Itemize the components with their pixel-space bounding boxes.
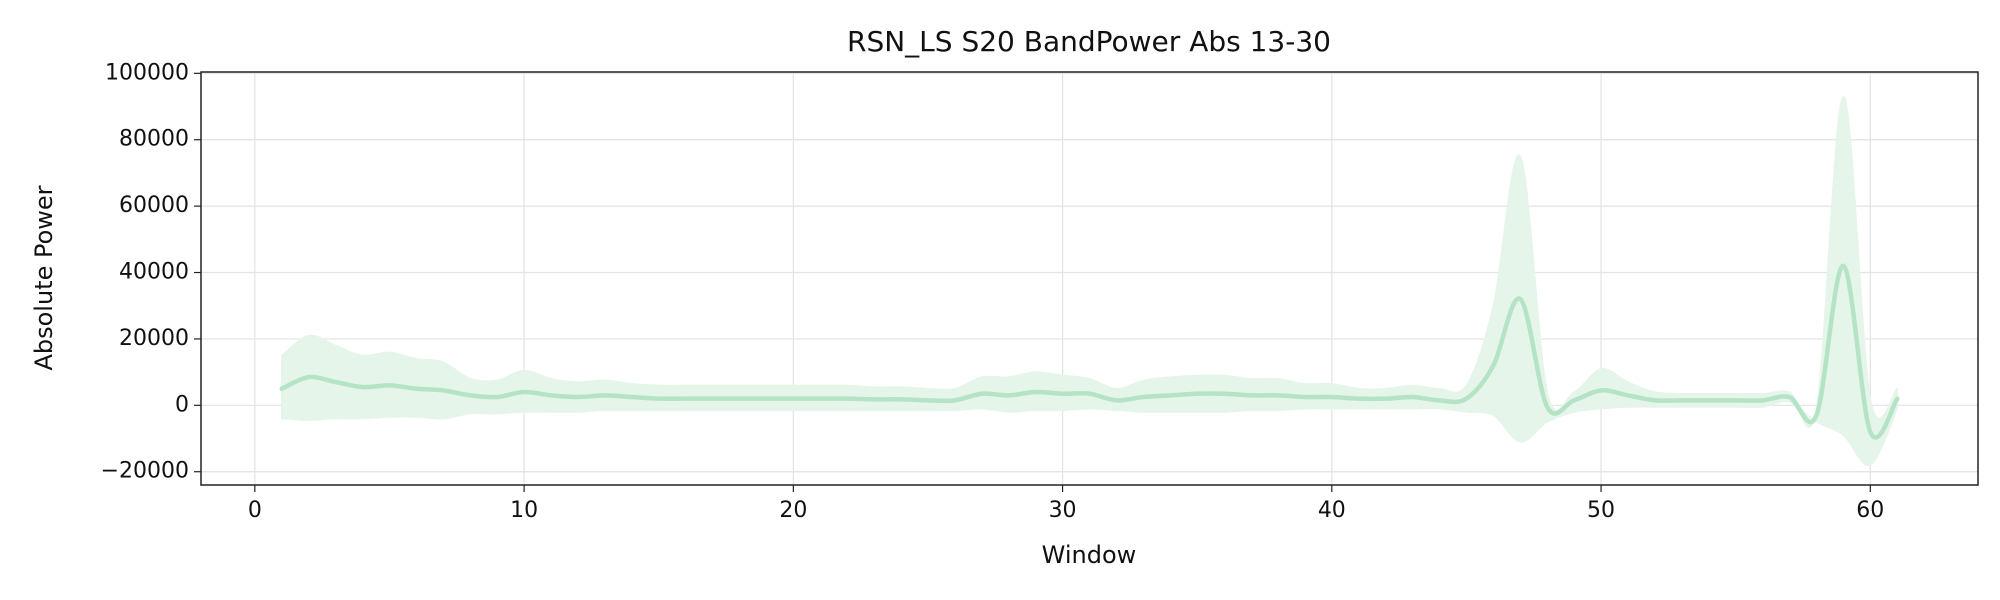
y-tick-label: 0 [175, 392, 189, 417]
y-axis-label: Absolute Power [30, 185, 58, 370]
y-tick-label: 40000 [119, 260, 189, 285]
x-tick-label: 50 [1587, 498, 1615, 523]
chart-title: RSN_LS S20 BandPower Abs 13-30 [847, 25, 1331, 58]
x-tick-label: 0 [248, 498, 262, 523]
x-tick-label: 20 [779, 498, 807, 523]
x-tick-label: 60 [1856, 498, 1884, 523]
x-axis-label: Window [1042, 541, 1137, 569]
y-tick-label: 80000 [119, 127, 189, 152]
y-tick-label: −20000 [101, 459, 189, 484]
line [279, 263, 1900, 440]
x-tick-label: 30 [1049, 498, 1077, 523]
plot [279, 95, 1900, 467]
y-tick-label: 60000 [119, 193, 189, 218]
y-tick-label: 100000 [105, 60, 189, 85]
plot-frame [200, 71, 1979, 486]
x-tick-label: 10 [510, 498, 538, 523]
y-tick-label: 20000 [119, 326, 189, 351]
x-tick-label: 40 [1318, 498, 1346, 523]
band-area [281, 95, 1898, 467]
